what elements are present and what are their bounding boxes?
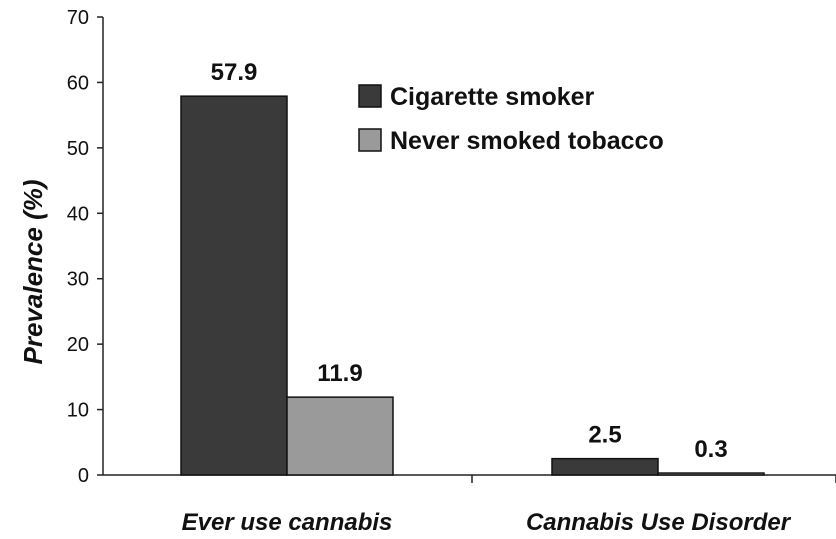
y-axis-label: Prevalence (%) (18, 180, 48, 365)
bar (551, 457, 659, 476)
data-label: 57.9 (211, 59, 258, 86)
x-tick-label: Ever use cannabis (182, 509, 393, 536)
y-tick-label: 70 (67, 7, 89, 29)
legend-swatch (358, 84, 382, 108)
legend-label: Never smoked tobacco (390, 127, 664, 155)
x-tick-label: Cannabis Use Disorder (526, 509, 792, 536)
y-tick-label: 50 (67, 138, 89, 160)
legend-label: Cigarette smoker (390, 83, 595, 111)
data-label: 11.9 (317, 360, 362, 387)
y-ticks: 0 10 20 30 40 50 60 70 (67, 7, 836, 487)
bar (286, 396, 394, 476)
bars (180, 95, 765, 476)
y-tick-label: 0 (78, 465, 89, 487)
y-tick-label: 40 (67, 203, 89, 225)
category-labels: Ever use cannabis Cannabis Use Disorder (182, 509, 792, 536)
y-tick-label: 60 (67, 72, 89, 94)
legend-swatch (358, 128, 382, 152)
y-tick-label: 30 (67, 269, 89, 291)
bar (180, 95, 288, 476)
data-label: 2.5 (588, 422, 621, 449)
legend: Cigarette smoker Never smoked tobacco (358, 83, 664, 155)
data-label: 0.3 (694, 436, 727, 463)
bar (657, 472, 765, 476)
y-tick-label: 10 (67, 400, 89, 422)
data-labels: 57.9 11.9 2.5 0.3 (211, 59, 728, 463)
y-tick-label: 20 (67, 334, 89, 356)
